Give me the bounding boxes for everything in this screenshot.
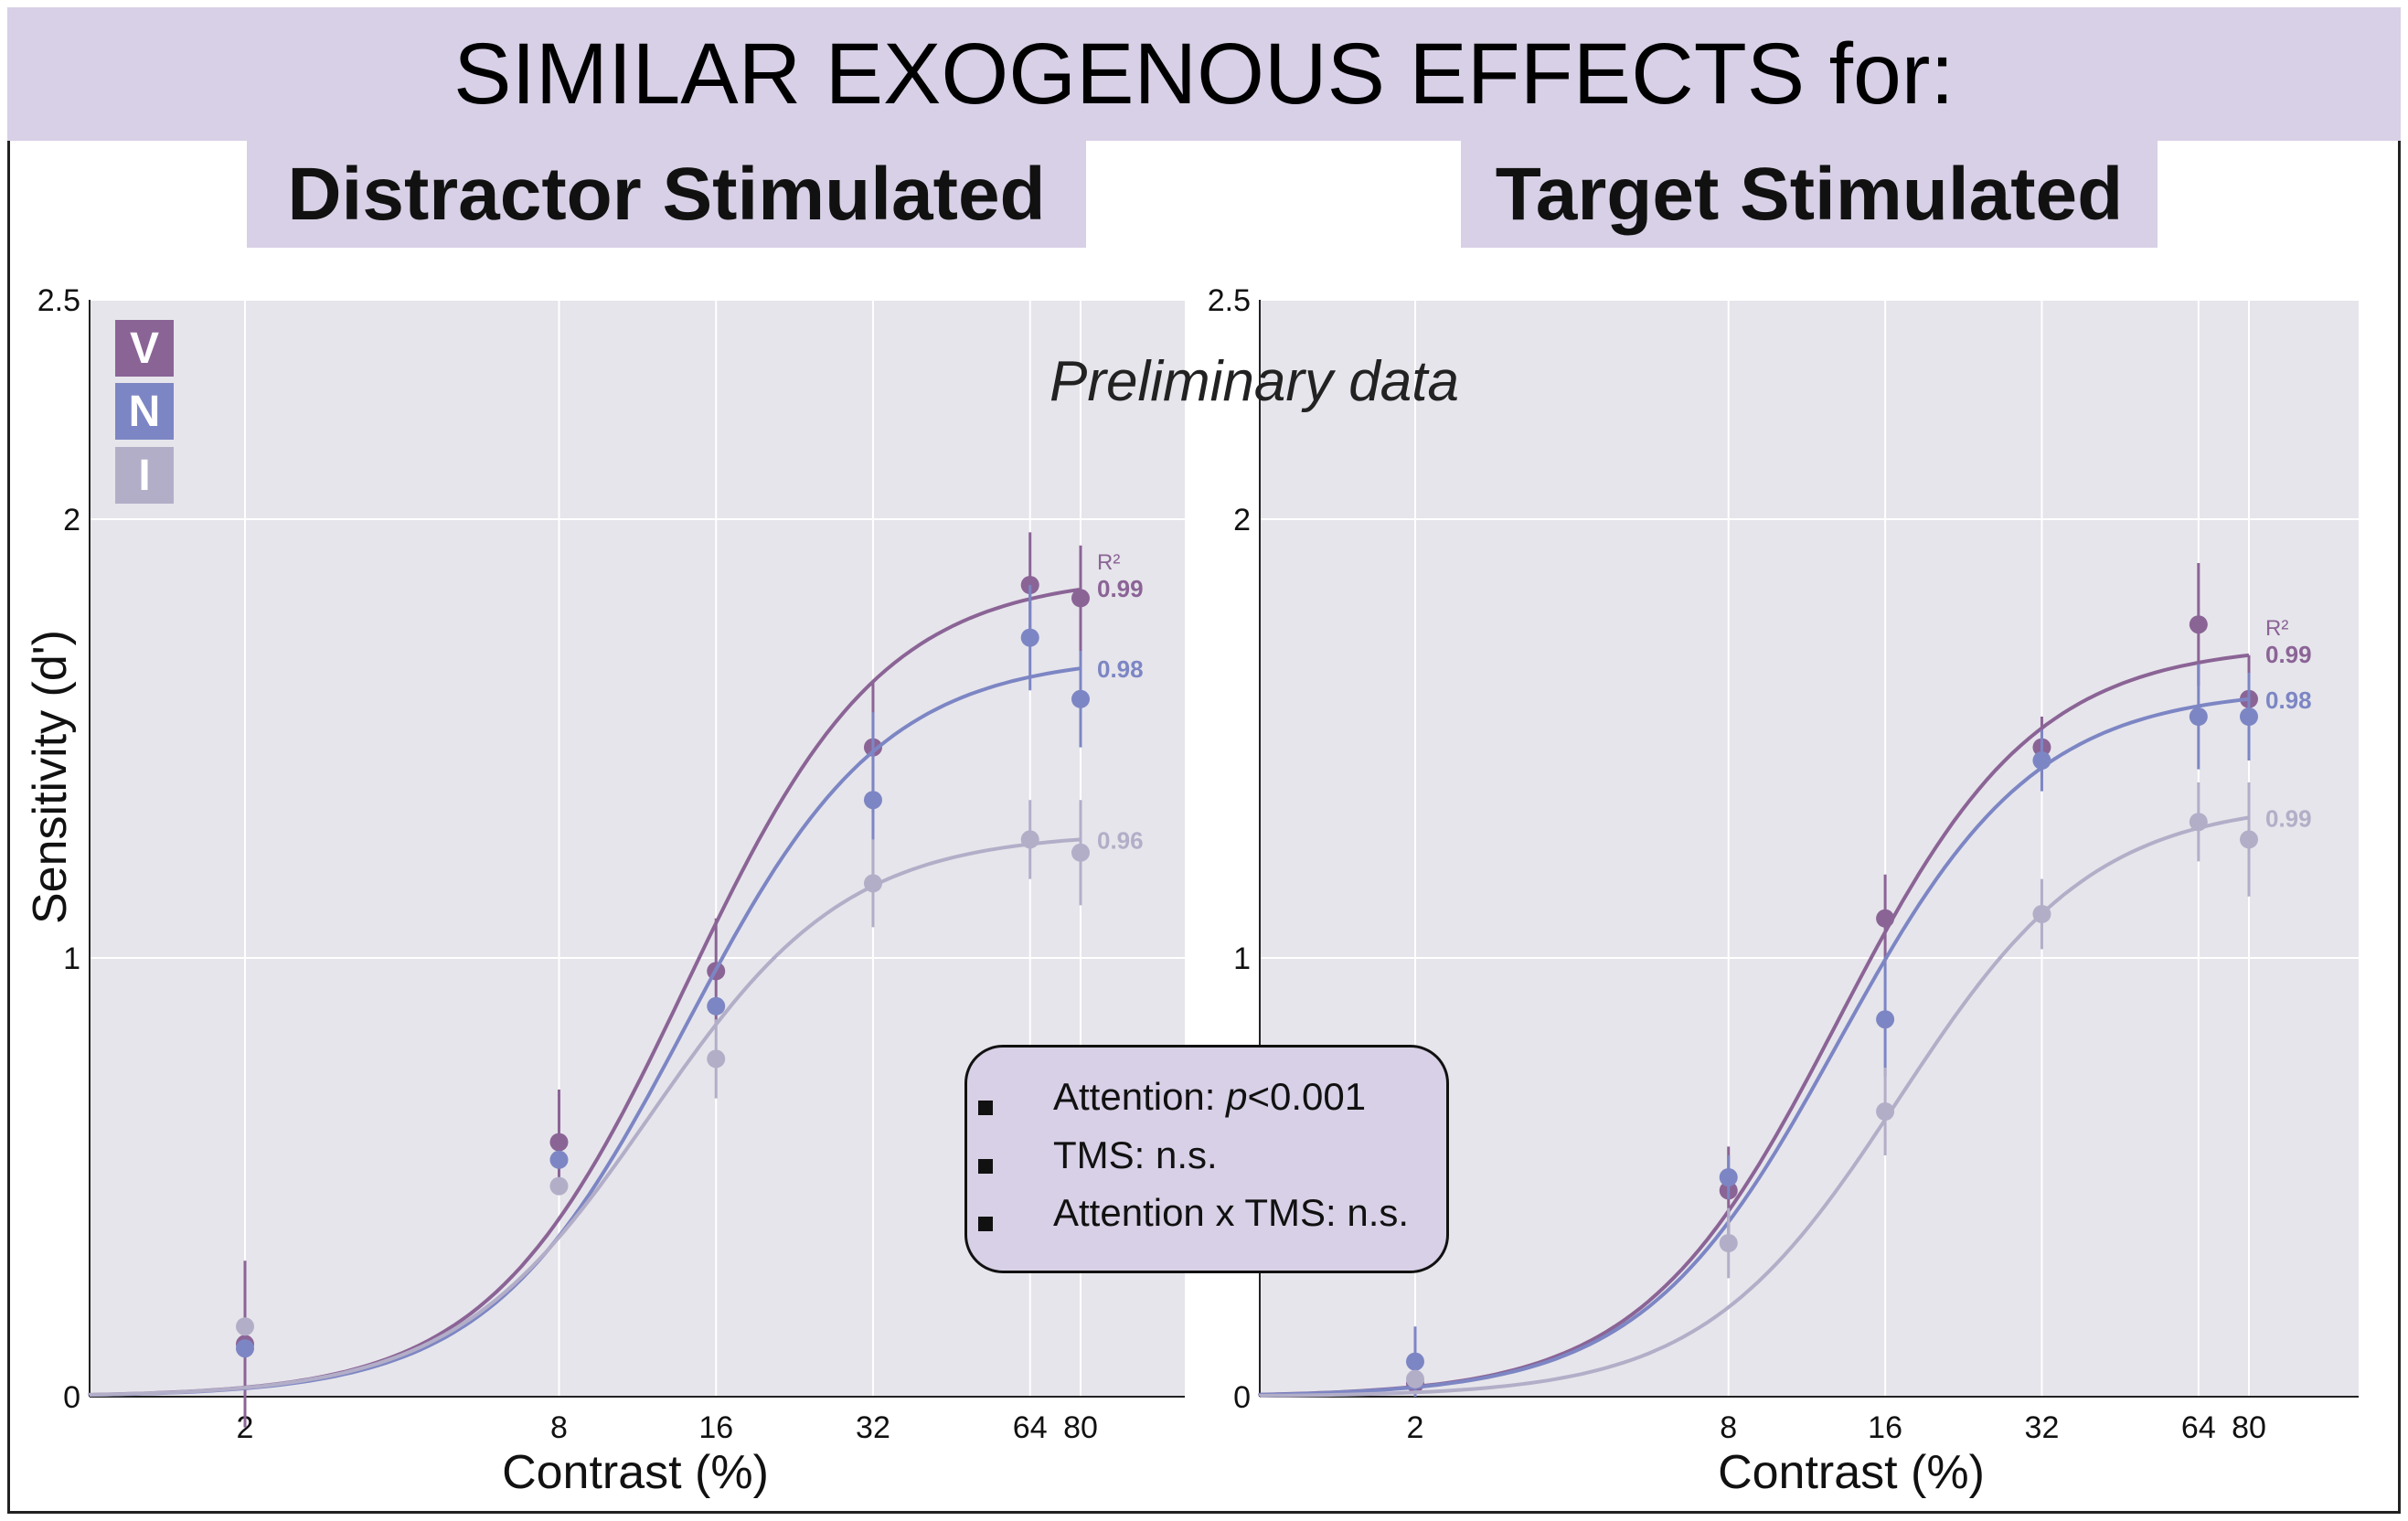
data-point-n — [1020, 628, 1039, 647]
plot-panel-2: 0 1 2 2.5 2 8 16 32 64 80 Contrast (%) 0.99 0.98 0.99… — [1208, 283, 2359, 1499]
r2-label-i: 0.99 — [2265, 804, 2312, 832]
stat-attention-label: Attention: — [1053, 1075, 1227, 1118]
r2-label-n: 0.98 — [1097, 655, 1144, 683]
stat-row-attention: Attention: p<0.001 — [967, 1075, 1446, 1130]
figure-title: SIMILAR EXOGENOUS EFFECTS for: — [453, 25, 1955, 122]
x-tick-label: 2 — [237, 1410, 254, 1445]
data-point-n — [549, 1150, 569, 1169]
stat-row-tms: TMS: n.s. — [967, 1133, 1446, 1188]
x-tick-label: 16 — [698, 1410, 733, 1445]
stat-tms-label: TMS: n.s. — [1053, 1133, 1218, 1176]
data-point-n — [2240, 707, 2258, 726]
x-axis-label: Contrast (%) — [1718, 1446, 1985, 1499]
r2-header: R² — [2265, 616, 2288, 641]
stat-attention-value: <0.001 — [1247, 1075, 1367, 1118]
data-point-n — [1719, 1168, 1738, 1186]
data-point-i — [1876, 1102, 1895, 1121]
data-point-n — [1071, 689, 1090, 708]
y-tick-label: 0 — [63, 1380, 80, 1415]
x-axis-label: Contrast (%) — [502, 1446, 769, 1499]
r2-label-i: 0.96 — [1097, 826, 1144, 854]
data-point-n — [1876, 1010, 1895, 1029]
x-tick-label: 32 — [856, 1410, 890, 1445]
data-point-n — [863, 791, 882, 810]
data-point-i — [2032, 905, 2051, 923]
x-tick-label: 16 — [1868, 1410, 1902, 1445]
legend-v: V — [115, 320, 174, 377]
data-point-n — [2032, 751, 2051, 770]
data-point-i — [863, 874, 882, 893]
r2-label-v: 0.99 — [1097, 575, 1144, 602]
legend-i: I — [115, 447, 174, 504]
data-point-i — [1719, 1234, 1738, 1252]
r2-header: R² — [1097, 550, 1120, 575]
data-point-v — [1071, 589, 1090, 608]
preliminary-label: Preliminary data — [1050, 350, 1459, 413]
data-point-v — [1876, 909, 1895, 928]
fit-curve-n — [1258, 697, 2250, 1397]
data-point-n — [236, 1339, 254, 1358]
data-point-i — [1071, 843, 1090, 862]
x-tick-label: 32 — [2025, 1410, 2060, 1445]
panel-title-target: Target Stimulated — [1461, 141, 2158, 248]
data-point-i — [1406, 1369, 1424, 1388]
y-tick-label: 2.5 — [1208, 283, 1251, 318]
stats-box: Attention: p<0.001 TMS: n.s. Attention x… — [964, 1045, 1449, 1273]
fit-curve-i — [1258, 815, 2250, 1398]
plot-panel-1: 0 1 2 2.5 2 8 16 32 64 80 Contrast (%) Sensitivity … — [24, 283, 1185, 1499]
data-point-n — [2189, 707, 2208, 726]
y-tick-label: 2.5 — [37, 283, 80, 318]
y-axis-label: Sensitivity (d') — [24, 630, 77, 924]
data-point-i — [549, 1176, 569, 1196]
y-tick-label: 0 — [1233, 1380, 1251, 1415]
data-point-v — [2189, 615, 2208, 634]
y-tick-label: 2 — [63, 503, 80, 537]
title-bar: SIMILAR EXOGENOUS EFFECTS for: — [7, 7, 2401, 141]
y-tick-label: 2 — [1233, 503, 1251, 537]
stat-row-interaction: Attention x TMS: n.s. — [967, 1191, 1446, 1246]
x-tick-label: 8 — [1720, 1410, 1737, 1445]
bullet-icon — [978, 1101, 993, 1115]
data-point-i — [2189, 813, 2208, 832]
legend-n: N — [115, 383, 174, 440]
x-tick-label: 80 — [2232, 1410, 2266, 1445]
panel-title-distractor: Distractor Stimulated — [247, 141, 1086, 248]
r2-label-v: 0.99 — [2265, 641, 2312, 668]
stat-attention-p: p — [1226, 1075, 1248, 1118]
x-tick-label: 64 — [1013, 1410, 1048, 1445]
data-point-i — [1020, 830, 1039, 849]
x-tick-label: 2 — [1407, 1410, 1424, 1445]
x-tick-label: 64 — [2181, 1410, 2216, 1445]
data-point-n — [707, 996, 726, 1016]
x-tick-label: 80 — [1063, 1410, 1098, 1445]
data-point-i — [2240, 830, 2258, 849]
stat-interaction-label: Attention x TMS: n.s. — [1053, 1191, 1410, 1234]
r2-label-n: 0.98 — [2265, 686, 2312, 714]
y-tick-label: 1 — [63, 941, 80, 976]
data-point-i — [707, 1049, 726, 1069]
y-tick-label: 1 — [1233, 941, 1251, 976]
bullet-icon — [978, 1159, 993, 1174]
bullet-icon — [978, 1217, 993, 1231]
data-point-i — [236, 1317, 254, 1336]
data-point-n — [1406, 1352, 1424, 1371]
data-point-v — [549, 1133, 569, 1152]
x-tick-label: 8 — [550, 1410, 568, 1445]
fit-curve-i — [88, 837, 1081, 1397]
